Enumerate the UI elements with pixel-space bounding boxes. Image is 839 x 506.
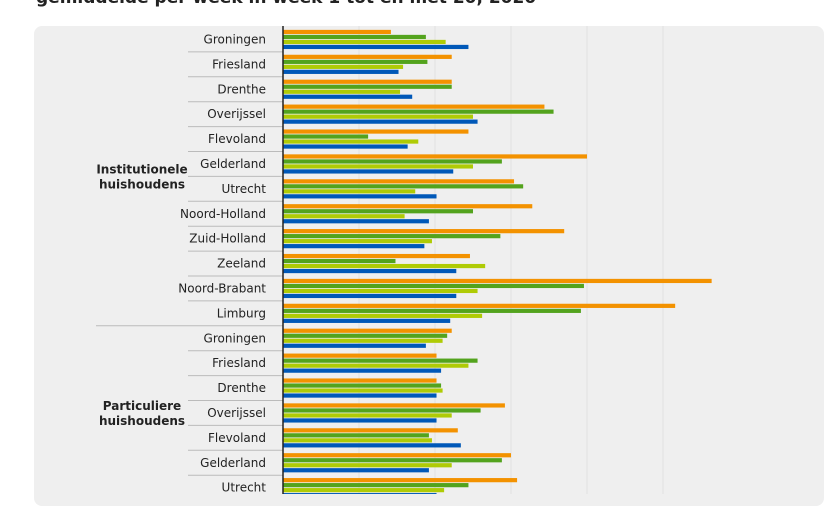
bar <box>283 428 458 433</box>
bar <box>283 293 457 299</box>
bar <box>283 219 429 224</box>
bar <box>283 119 478 124</box>
bar <box>283 84 452 89</box>
bar <box>283 34 426 40</box>
bar <box>283 109 554 114</box>
bar <box>283 383 442 388</box>
bar <box>283 59 428 64</box>
bar <box>283 239 432 244</box>
bar <box>283 89 401 94</box>
category-label: Drenthe <box>217 82 266 96</box>
bar <box>283 179 515 184</box>
bar <box>283 308 581 313</box>
bar <box>283 39 446 45</box>
bar <box>283 268 457 274</box>
chart-title: gemiddelde per week in week 1 tot en met… <box>36 0 536 8</box>
bar <box>283 44 469 50</box>
bar <box>283 129 469 134</box>
bar <box>283 388 443 393</box>
bar <box>283 159 502 164</box>
bar <box>283 204 533 209</box>
bar <box>283 488 445 493</box>
bar <box>283 214 405 219</box>
bar <box>283 139 419 144</box>
group-label: Particuliere huishoudens <box>99 399 185 428</box>
bar <box>283 154 587 159</box>
bar <box>283 64 404 69</box>
bar <box>283 438 432 443</box>
bar <box>283 418 437 423</box>
bar <box>283 278 712 284</box>
bar <box>283 353 437 358</box>
category-label: Flevoland <box>208 132 266 146</box>
bar <box>283 184 524 189</box>
bar <box>283 69 399 74</box>
category-label: Drenthe <box>217 381 266 395</box>
bar <box>283 209 473 214</box>
bar <box>283 263 486 269</box>
bar <box>283 79 452 84</box>
bar <box>283 253 470 259</box>
bar <box>283 368 442 373</box>
bar <box>283 478 518 483</box>
bar <box>283 194 437 199</box>
bar <box>283 114 473 119</box>
bar <box>283 483 469 488</box>
bar <box>283 338 443 343</box>
bar <box>283 258 396 264</box>
bar <box>283 378 437 383</box>
category-label: Friesland <box>212 57 266 71</box>
bar <box>283 189 416 194</box>
category-label: Overijssel <box>207 107 266 121</box>
category-label: Utrecht <box>222 182 267 196</box>
bar <box>283 443 461 448</box>
bar <box>283 453 511 458</box>
bar <box>283 94 413 99</box>
category-label: Limburg <box>217 306 266 320</box>
bar <box>283 333 448 338</box>
bar <box>283 458 502 463</box>
bar <box>283 29 391 35</box>
bar <box>283 234 501 239</box>
bar <box>283 318 451 323</box>
category-label: Gelderland <box>200 157 266 171</box>
bar <box>283 134 369 139</box>
bar <box>283 328 452 333</box>
bar <box>283 433 429 438</box>
bar <box>283 463 452 468</box>
bar <box>283 144 408 149</box>
bar <box>283 229 565 234</box>
category-label: Flevoland <box>208 431 266 445</box>
bar <box>283 288 478 294</box>
group-label: Institutionele huishoudens <box>96 162 187 191</box>
category-label: Groningen <box>204 32 266 46</box>
bar <box>283 408 481 413</box>
bar-chart: Groningen Friesland Drenthe Overijssel Flevo… <box>96 26 712 494</box>
bar <box>283 283 584 289</box>
category-label: Friesland <box>212 356 266 370</box>
bar <box>283 303 676 308</box>
category-label: Zuid-Holland <box>189 232 266 246</box>
bar <box>283 169 454 174</box>
category-label: Overijssel <box>207 406 266 420</box>
bar <box>283 403 505 408</box>
bar <box>283 393 437 398</box>
category-label: Noord-Brabant <box>178 281 266 295</box>
category-label: Groningen <box>204 331 266 345</box>
bar <box>283 104 545 109</box>
category-label: Utrecht <box>222 481 267 494</box>
bar <box>283 358 478 363</box>
bar <box>283 244 425 249</box>
bar <box>283 164 473 169</box>
category-label: Zeeland <box>217 257 266 271</box>
bar <box>283 363 469 368</box>
bar <box>283 54 452 59</box>
bar <box>283 313 483 318</box>
bar <box>283 468 429 473</box>
category-label: Gelderland <box>200 456 266 470</box>
bar <box>283 413 452 418</box>
category-label: Noord-Holland <box>180 207 266 221</box>
bar <box>283 343 426 348</box>
